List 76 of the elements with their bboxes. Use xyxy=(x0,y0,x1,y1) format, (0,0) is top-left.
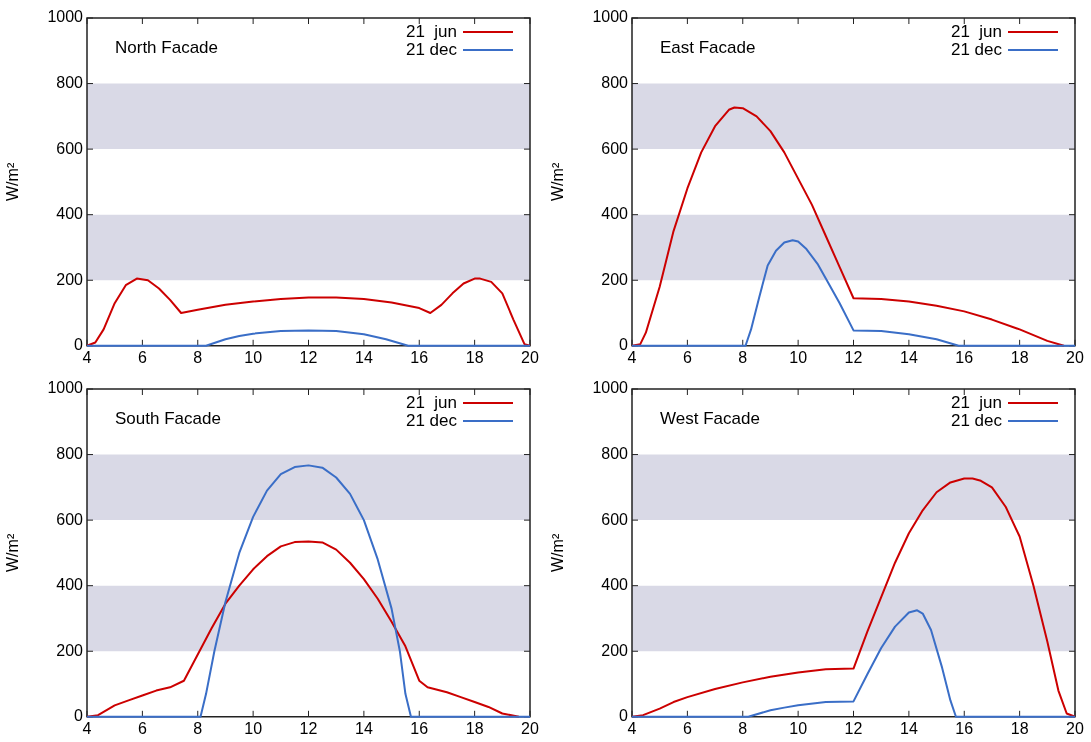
x-tick-label: 8 xyxy=(193,719,203,737)
x-tick-label: 16 xyxy=(955,348,974,366)
y-tick-label: 800 xyxy=(56,73,84,91)
x-tick-label: 18 xyxy=(1010,719,1029,737)
x-tick-label: 18 xyxy=(1010,348,1029,366)
x-tick-label: 12 xyxy=(299,719,318,737)
x-tick-label: 16 xyxy=(955,719,974,737)
x-tick-label: 8 xyxy=(738,348,748,366)
x-tick-label: 4 xyxy=(627,719,637,737)
x-tick-label: 12 xyxy=(844,348,863,366)
text: North Facade xyxy=(115,37,218,57)
x-tick-label: 12 xyxy=(299,348,318,366)
text: East Facade xyxy=(660,37,756,57)
y-tick-label: 0 xyxy=(74,707,84,725)
x-tick-label: 6 xyxy=(682,719,692,737)
x-tick-label: 18 xyxy=(465,719,484,737)
y-tick-label: 600 xyxy=(56,139,84,157)
y-axis-title: W/m² xyxy=(549,533,567,572)
text: West Facade xyxy=(660,408,760,428)
legend-label: 21 dec xyxy=(405,39,458,59)
x-tick-label: 8 xyxy=(738,719,748,737)
y-axis-title: W/m² xyxy=(4,162,22,201)
y-tick-label: 200 xyxy=(56,270,84,288)
y-axis-title: W/m² xyxy=(4,533,22,572)
x-tick-label: 8 xyxy=(193,348,203,366)
y-tick-label: 400 xyxy=(601,205,629,223)
y-tick-label: 600 xyxy=(56,510,84,528)
x-tick-label: 10 xyxy=(789,348,808,366)
y-tick-label: 1000 xyxy=(592,379,629,397)
legend-label: 21 dec xyxy=(950,39,1003,59)
y-tick-label: 200 xyxy=(601,641,629,659)
legend-label: 21 dec xyxy=(950,410,1003,430)
y-tick-label: 400 xyxy=(56,205,84,223)
x-tick-label: 4 xyxy=(627,348,637,366)
legend-label: 21 dec xyxy=(405,410,458,430)
y-tick-label: 0 xyxy=(619,707,629,725)
x-tick-label: 20 xyxy=(1066,719,1084,737)
y-tick-label: 800 xyxy=(56,444,84,462)
x-tick-label: 6 xyxy=(682,348,692,366)
y-tick-label: 800 xyxy=(601,444,629,462)
x-tick-label: 6 xyxy=(137,348,147,366)
legend-label: 21 jun xyxy=(405,21,457,41)
y-tick-label: 800 xyxy=(601,73,629,91)
y-tick-label: 200 xyxy=(56,641,84,659)
y-tick-label: 1000 xyxy=(592,8,629,26)
x-tick-label: 14 xyxy=(354,719,373,737)
y-tick-label: 200 xyxy=(601,270,629,288)
y-axis-title: W/m² xyxy=(549,162,567,201)
y-tick-label: 1000 xyxy=(47,379,84,397)
x-tick-label: 6 xyxy=(137,719,147,737)
y-tick-label: 400 xyxy=(56,576,84,594)
legend-label: 21 jun xyxy=(405,392,457,412)
x-tick-label: 14 xyxy=(899,348,918,366)
y-tick-label: 600 xyxy=(601,139,629,157)
x-tick-label: 4 xyxy=(82,348,92,366)
x-tick-label: 20 xyxy=(521,348,539,366)
x-tick-label: 12 xyxy=(844,719,863,737)
x-tick-label: 4 xyxy=(82,719,92,737)
legend-label: 21 jun xyxy=(950,21,1002,41)
x-tick-label: 10 xyxy=(244,719,263,737)
x-tick-label: 16 xyxy=(410,719,429,737)
x-tick-label: 10 xyxy=(789,719,808,737)
legend-label: 21 jun xyxy=(950,392,1002,412)
y-tick-label: 600 xyxy=(601,510,629,528)
x-tick-label: 18 xyxy=(465,348,484,366)
x-tick-label: 14 xyxy=(354,348,373,366)
x-tick-label: 10 xyxy=(244,348,263,366)
y-tick-label: 1000 xyxy=(47,8,84,26)
y-tick-label: 400 xyxy=(601,576,629,594)
x-tick-label: 20 xyxy=(1066,348,1084,366)
y-tick-label: 0 xyxy=(74,336,84,354)
x-tick-label: 20 xyxy=(521,719,539,737)
x-tick-label: 14 xyxy=(899,719,918,737)
y-tick-label: 0 xyxy=(619,336,629,354)
text: South Facade xyxy=(115,408,221,428)
x-tick-label: 16 xyxy=(410,348,429,366)
